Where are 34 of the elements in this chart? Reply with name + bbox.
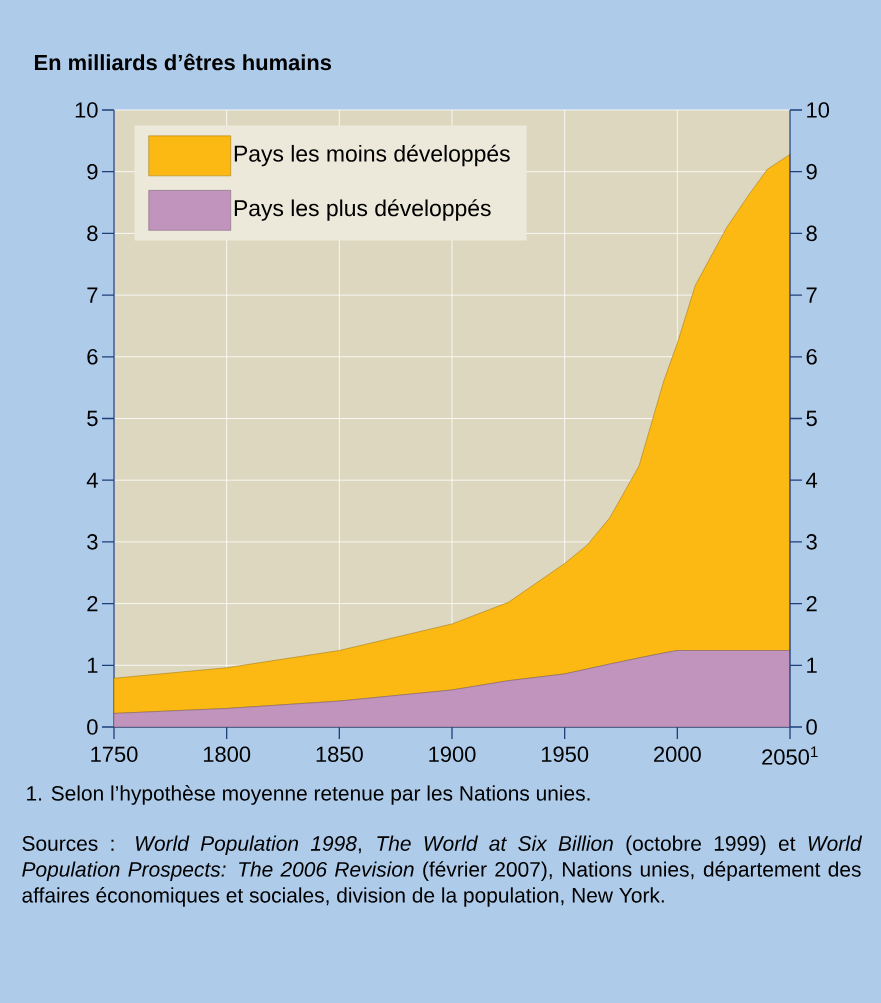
- y2-tick-label: 8: [806, 225, 817, 242]
- x-tick-label: 2050$^{1}$: [762, 746, 818, 765]
- y-tick-label: 1: [87, 657, 98, 673]
- x-tick-label: 1900: [429, 746, 476, 763]
- chart-title: En milliards d’êtres humains: [34, 53, 332, 71]
- y2-tick-label: 4: [806, 472, 818, 488]
- text: Sources : World Population 1998, The World at Six Billion (octobre 1999) et World Population Prospects: The 2006 Revision (février 2007), Nations unies, département des affaires économiques et sociales, division de la population, New York.: [22, 835, 863, 907]
- y2-tick-label: 1: [807, 657, 817, 673]
- y2-tick-label: 7: [806, 287, 817, 303]
- y-tick-label: 3: [87, 534, 98, 550]
- y2-tick-label: 6: [806, 349, 817, 365]
- x-tick-label: 1800: [203, 746, 251, 763]
- legend-label: Pays les moins développés: [234, 144, 510, 167]
- y-tick-label: 5: [87, 410, 98, 427]
- y2-tick-label: 10: [807, 102, 830, 118]
- y2-tick-label: 0: [806, 719, 817, 735]
- x-tick-label: 1950: [541, 746, 589, 763]
- y-tick-label: 8: [87, 225, 98, 242]
- y2-tick-label: 9: [806, 163, 817, 180]
- y2-tick-label: 3: [806, 534, 817, 550]
- y2-tick-label: 5: [806, 410, 817, 427]
- x-tick-label: 1750: [91, 746, 138, 763]
- y-tick-label: 9: [87, 163, 98, 180]
- legend-label: Pays les plus développés: [234, 199, 491, 221]
- y-tick-label: 0: [87, 719, 98, 735]
- y-tick-label: 6: [87, 349, 98, 365]
- text: 1. Selon l’hypothèse moyenne retenue par les Nations unies.: [27, 785, 590, 805]
- x-tick-label: 1850: [316, 746, 363, 763]
- y-tick-label: 2: [87, 595, 98, 612]
- y2-tick-label: 2: [806, 595, 817, 612]
- y-tick-label: 4: [86, 472, 98, 488]
- y-tick-label: 7: [87, 287, 98, 303]
- y-tick-label: 10: [75, 102, 98, 118]
- x-tick-label: 2000: [654, 746, 701, 763]
